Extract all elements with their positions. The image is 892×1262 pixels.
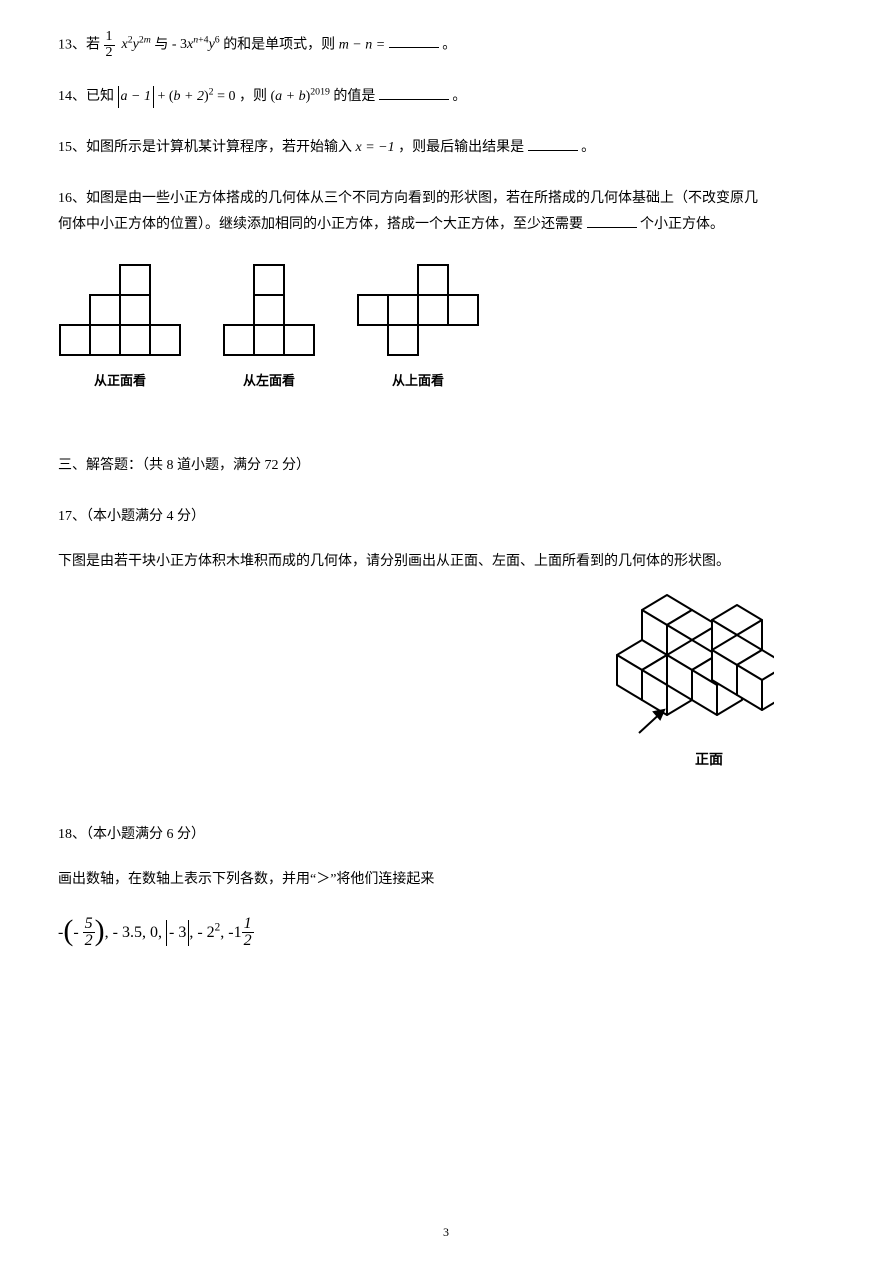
q13-end: 。 bbox=[442, 37, 456, 52]
view-left-block: 从左面看 bbox=[222, 263, 316, 394]
a-plus-b: a + b bbox=[275, 89, 305, 104]
q14-prefix: 14、已知 bbox=[58, 89, 118, 104]
isometric-figure: 正面 bbox=[594, 585, 774, 772]
question-13: 13、若 12 x2y2m 与 - 3xn+4y6 的和是单项式，则 m − n… bbox=[58, 30, 834, 60]
q17-head: 17、（本小题满分 4 分） bbox=[58, 504, 834, 531]
caption-top: 从上面看 bbox=[392, 369, 444, 394]
view-left-svg bbox=[222, 263, 316, 357]
term2: - 3xn+4y6 bbox=[172, 37, 220, 52]
q18-head: 18、（本小题满分 6 分） bbox=[58, 822, 834, 849]
exp2019: 2019 bbox=[310, 87, 330, 98]
caption-left: 从左面看 bbox=[243, 369, 295, 394]
q15-blank bbox=[528, 136, 578, 151]
fraction-half: 12 bbox=[104, 30, 115, 60]
view-top-block: 从上面看 bbox=[356, 263, 480, 394]
question-15: 15、如图所示是计算机某计算程序，若开始输入 x = −1 ，则最后输出结果是 … bbox=[58, 135, 834, 162]
section-3-header: 三、解答题：（共 8 道小题，满分 72 分） bbox=[58, 453, 834, 480]
q13-eq: m − n = bbox=[339, 37, 386, 52]
abs-a-1: a − 1 bbox=[118, 86, 154, 108]
view-front-svg bbox=[58, 263, 182, 357]
q17-body: 下图是由若干块小正方体积木堆积而成的几何体，请分别画出从正面、左面、上面所看到的… bbox=[58, 549, 834, 576]
q13-blank bbox=[389, 33, 439, 48]
page: 13、若 12 x2y2m 与 - 3xn+4y6 的和是单项式，则 m − n… bbox=[0, 0, 892, 1262]
orthographic-views: 从正面看 从左面看 从上面看 bbox=[58, 263, 834, 394]
q13-mid: 的和是单项式，则 bbox=[223, 37, 339, 52]
plus: + bbox=[157, 89, 168, 104]
q16-line2a: 何体中小正方体的位置）。继续添加相同的小正方体，搭成一个大正方体，至少还需要 bbox=[58, 217, 583, 232]
view-front-block: 从正面看 bbox=[58, 263, 182, 394]
question-17: 17、（本小题满分 4 分） 下图是由若干块小正方体积木堆积而成的几何体，请分别… bbox=[58, 504, 834, 772]
caption-front: 从正面看 bbox=[94, 369, 146, 394]
view-top-svg bbox=[356, 263, 480, 357]
q16-line2b: 个小正方体。 bbox=[640, 217, 724, 232]
sq: 2 bbox=[209, 87, 214, 98]
q18-numbers: -(- 52), - 3.5, 0, - 3, - 22, -112 bbox=[58, 916, 834, 951]
text-with: 与 bbox=[154, 37, 172, 52]
page-number: 3 bbox=[0, 1221, 892, 1244]
question-14: 14、已知 a − 1 + (b + 2)2 = 0 ，则 (a + b)201… bbox=[58, 84, 834, 111]
question-16: 16、如图是由一些小正方体搭成的几何体从三个不同方向看到的形状图，若在所搭成的几… bbox=[58, 186, 834, 239]
q15-a: 15、如图所示是计算机某计算程序，若开始输入 bbox=[58, 140, 356, 155]
q16-blank bbox=[587, 213, 637, 228]
q16-line1: 16、如图是由一些小正方体搭成的几何体从三个不同方向看到的形状图，若在所搭成的几… bbox=[58, 186, 834, 213]
q16-line2: 何体中小正方体的位置）。继续添加相同的小正方体，搭成一个大正方体，至少还需要 个… bbox=[58, 212, 834, 239]
term1: x2y2m bbox=[118, 37, 151, 52]
b-plus-2: b + 2 bbox=[174, 89, 204, 104]
q15-end: 。 bbox=[581, 140, 595, 155]
q14-blank bbox=[379, 85, 449, 100]
q15-xeq: x = −1 bbox=[356, 140, 395, 155]
eq0: = 0 ，则 bbox=[217, 89, 270, 104]
iso-caption: 正面 bbox=[644, 746, 774, 773]
q14-tail: 的值是 bbox=[333, 89, 375, 104]
q15-b: ，则最后输出结果是 bbox=[398, 140, 524, 155]
q13-prefix: 13、若 bbox=[58, 37, 104, 52]
isometric-svg bbox=[594, 585, 774, 735]
q18-body: 画出数轴，在数轴上表示下列各数，并用“＞”将他们连接起来 bbox=[58, 867, 834, 894]
question-18: 18、（本小题满分 6 分） 画出数轴，在数轴上表示下列各数，并用“＞”将他们连… bbox=[58, 822, 834, 950]
q14-end: 。 bbox=[452, 89, 466, 104]
